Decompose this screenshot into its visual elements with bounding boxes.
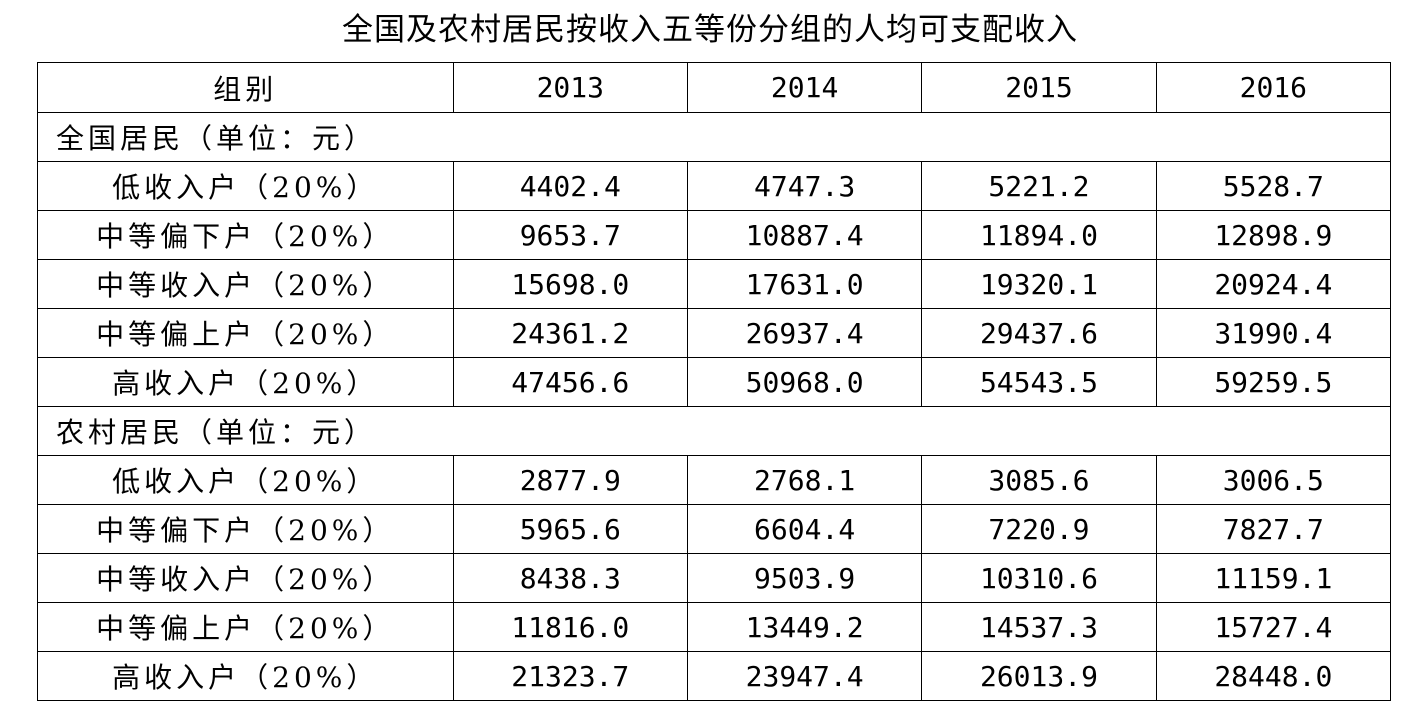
value-cell: 15727.4 [1155, 602, 1392, 652]
value-cell: 26013.9 [921, 651, 1157, 701]
income-table: 组别 2013 2014 2015 2016 全国居民（单位：元） 低收入户（2… [37, 62, 1392, 701]
value-cell: 59259.5 [1155, 357, 1392, 407]
value-cell: 10887.4 [686, 210, 923, 260]
value-cell: 19320.1 [921, 259, 1157, 309]
value-cell: 7220.9 [921, 504, 1157, 554]
value-cell: 31990.4 [1155, 308, 1392, 358]
value-cell: 47456.6 [452, 357, 688, 407]
row-label: 高收入户（20%） [37, 357, 454, 407]
table-row: 低收入户（20%） 4402.4 4747.3 5221.2 5528.7 [37, 161, 1392, 211]
value-cell: 54543.5 [921, 357, 1157, 407]
value-cell: 7827.7 [1155, 504, 1392, 554]
value-cell: 26937.4 [686, 308, 923, 358]
column-header-year: 2016 [1155, 62, 1392, 113]
table-row: 高收入户（20%） 21323.7 23947.4 26013.9 28448.… [37, 651, 1392, 701]
row-label: 中等偏下户（20%） [37, 210, 454, 260]
row-label: 中等偏上户（20%） [37, 602, 454, 652]
value-cell: 5221.2 [921, 161, 1157, 211]
table-row: 中等偏下户（20%） 5965.6 6604.4 7220.9 7827.7 [37, 504, 1392, 554]
header-row: 组别 2013 2014 2015 2016 [37, 62, 1392, 113]
value-cell: 8438.3 [452, 553, 688, 603]
value-cell: 24361.2 [452, 308, 688, 358]
value-cell: 15698.0 [452, 259, 688, 309]
value-cell: 20924.4 [1155, 259, 1392, 309]
value-cell: 6604.4 [686, 504, 923, 554]
value-cell: 4402.4 [452, 161, 688, 211]
table-row: 中等收入户（20%） 8438.3 9503.9 10310.6 11159.1 [37, 553, 1392, 603]
table-row: 中等偏上户（20%） 11816.0 13449.2 14537.3 15727… [37, 602, 1392, 652]
row-label: 中等收入户（20%） [37, 553, 454, 603]
row-label: 中等偏上户（20%） [37, 308, 454, 358]
table-title: 全国及农村居民按收入五等份分组的人均可支配收入 [342, 12, 1078, 48]
column-header-year: 2015 [921, 62, 1157, 113]
section-label-national: 全国居民（单位：元） [37, 112, 1391, 162]
value-cell: 28448.0 [1155, 651, 1392, 701]
row-label: 高收入户（20%） [37, 651, 454, 701]
value-cell: 29437.6 [921, 308, 1157, 358]
value-cell: 3085.6 [921, 455, 1157, 505]
value-cell: 23947.4 [686, 651, 923, 701]
table-row: 中等偏下户（20%） 9653.7 10887.4 11894.0 12898.… [37, 210, 1392, 260]
value-cell: 13449.2 [686, 602, 923, 652]
value-cell: 2877.9 [452, 455, 688, 505]
table-body: 全国居民（单位：元） 低收入户（20%） 4402.4 4747.3 5221.… [37, 112, 1392, 701]
value-cell: 4747.3 [686, 161, 923, 211]
table-row: 中等收入户（20%） 15698.0 17631.0 19320.1 20924… [37, 259, 1392, 309]
column-header-year: 2014 [686, 62, 923, 113]
table-row: 高收入户（20%） 47456.6 50968.0 54543.5 59259.… [37, 357, 1392, 407]
column-header-group: 组别 [37, 62, 454, 113]
value-cell: 3006.5 [1155, 455, 1392, 505]
row-label: 低收入户（20%） [37, 455, 454, 505]
value-cell: 12898.9 [1155, 210, 1392, 260]
row-label: 低收入户（20%） [37, 161, 454, 211]
value-cell: 5965.6 [452, 504, 688, 554]
value-cell: 17631.0 [686, 259, 923, 309]
value-cell: 11159.1 [1155, 553, 1392, 603]
value-cell: 14537.3 [921, 602, 1157, 652]
value-cell: 11816.0 [452, 602, 688, 652]
table-row: 低收入户（20%） 2877.9 2768.1 3085.6 3006.5 [37, 455, 1392, 505]
row-label: 中等偏下户（20%） [37, 504, 454, 554]
column-header-year: 2013 [452, 62, 688, 113]
section-row-national: 全国居民（单位：元） [37, 112, 1391, 162]
value-cell: 5528.7 [1155, 161, 1392, 211]
value-cell: 9653.7 [452, 210, 688, 260]
section-label-rural: 农村居民（单位：元） [37, 406, 1391, 456]
value-cell: 10310.6 [921, 553, 1157, 603]
value-cell: 50968.0 [686, 357, 923, 407]
value-cell: 9503.9 [686, 553, 923, 603]
row-label: 中等收入户（20%） [37, 259, 454, 309]
value-cell: 2768.1 [686, 455, 923, 505]
value-cell: 11894.0 [921, 210, 1157, 260]
table-row: 中等偏上户（20%） 24361.2 26937.4 29437.6 31990… [37, 308, 1392, 358]
value-cell: 21323.7 [452, 651, 688, 701]
section-row-rural: 农村居民（单位：元） [37, 406, 1391, 456]
